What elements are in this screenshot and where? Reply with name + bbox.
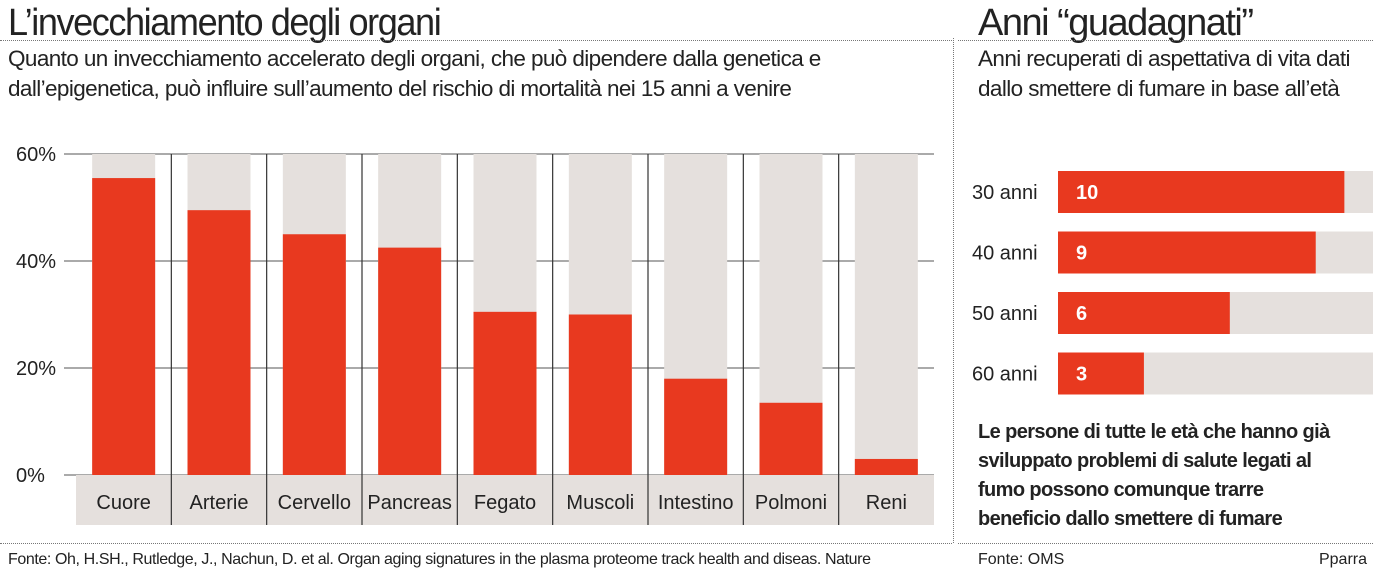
hbar-value-label: 9 — [1076, 243, 1087, 265]
chart-title: L’invecchiamento degli organi — [8, 2, 442, 44]
bar-cuore — [92, 178, 156, 475]
y-tick-bg — [12, 462, 64, 484]
bar-track — [854, 154, 918, 475]
x-tick-label: Reni — [866, 492, 907, 514]
y-tick-label: 60% — [16, 144, 56, 166]
hbar-60-anni — [1058, 352, 1144, 395]
y-tick-label: 20% — [16, 358, 56, 380]
hbar-category-label: 30 anni — [972, 182, 1038, 204]
y-tick-bg — [12, 141, 64, 163]
x-tick-label: Fegato — [474, 492, 536, 514]
organ-aging-panel: L’invecchiamento degli organi Quanto un … — [0, 2, 952, 568]
hbar-30-anni — [1058, 171, 1345, 213]
hbar-category-label: 50 anni — [972, 303, 1038, 325]
chart-subtitle: Quanto un invecchiamento accelerato degl… — [8, 46, 821, 101]
hbar-50-anni — [1058, 292, 1230, 334]
x-tick-label: Intestino — [658, 492, 734, 514]
credit: Pparra — [1318, 551, 1367, 568]
side-subtitle: Anni recuperati di aspettativa di vita d… — [978, 46, 1351, 101]
bar-arterie — [187, 210, 251, 476]
side-source: Fonte: OMS — [978, 551, 1065, 568]
title-divider — [0, 40, 952, 41]
bar-polmoni — [759, 402, 823, 475]
hbar-category-label: 60 anni — [972, 364, 1038, 386]
footer-divider — [0, 543, 952, 544]
hbar-category-label: 40 anni — [972, 243, 1038, 265]
x-tick-label: Muscoli — [566, 492, 634, 514]
panel-separator — [953, 38, 955, 543]
category-band — [76, 475, 934, 525]
organ-bar-chart: Cuore Arterie Cervello Pancreas Fegato Muscol… — [12, 141, 934, 525]
y-tick-bg — [12, 355, 64, 377]
bar-reni — [854, 458, 918, 475]
side-note: Le persone di tutte le età che hanno già… — [978, 421, 1330, 530]
hbar-40-anni — [1058, 231, 1316, 274]
side-title-divider — [958, 40, 1373, 41]
bar-intestino — [664, 378, 728, 475]
years-bar-chart: 10 30 anni 9 40 anni 6 50 anni 3 60 anni — [972, 171, 1373, 395]
hbar-value-label: 10 — [1076, 182, 1098, 204]
x-tick-label: Cervello — [278, 492, 351, 514]
bar-cervello — [282, 234, 346, 475]
bar-fegato — [473, 311, 537, 475]
x-tick-label: Polmoni — [755, 492, 827, 514]
y-tick-label: 40% — [16, 251, 56, 273]
x-tick-label: Pancreas — [367, 492, 452, 514]
y-tick-label: 0% — [16, 465, 45, 487]
source-note: Fonte: Oh, H.SH., Rutledge, J., Nachun, … — [8, 551, 871, 568]
side-footer-divider — [958, 543, 1373, 544]
side-title: Anni “guadagnati” — [978, 2, 1254, 44]
hbar-value-label: 3 — [1076, 364, 1087, 386]
years-gained-panel: Anni “guadagnati” Anni recuperati di asp… — [958, 0, 1373, 581]
hbar-value-label: 6 — [1076, 303, 1087, 325]
x-tick-label: Cuore — [96, 492, 150, 514]
bar-pancreas — [378, 247, 442, 475]
x-tick-label: Arterie — [190, 492, 249, 514]
y-tick-bg — [12, 248, 64, 270]
bar-muscoli — [568, 314, 632, 475]
